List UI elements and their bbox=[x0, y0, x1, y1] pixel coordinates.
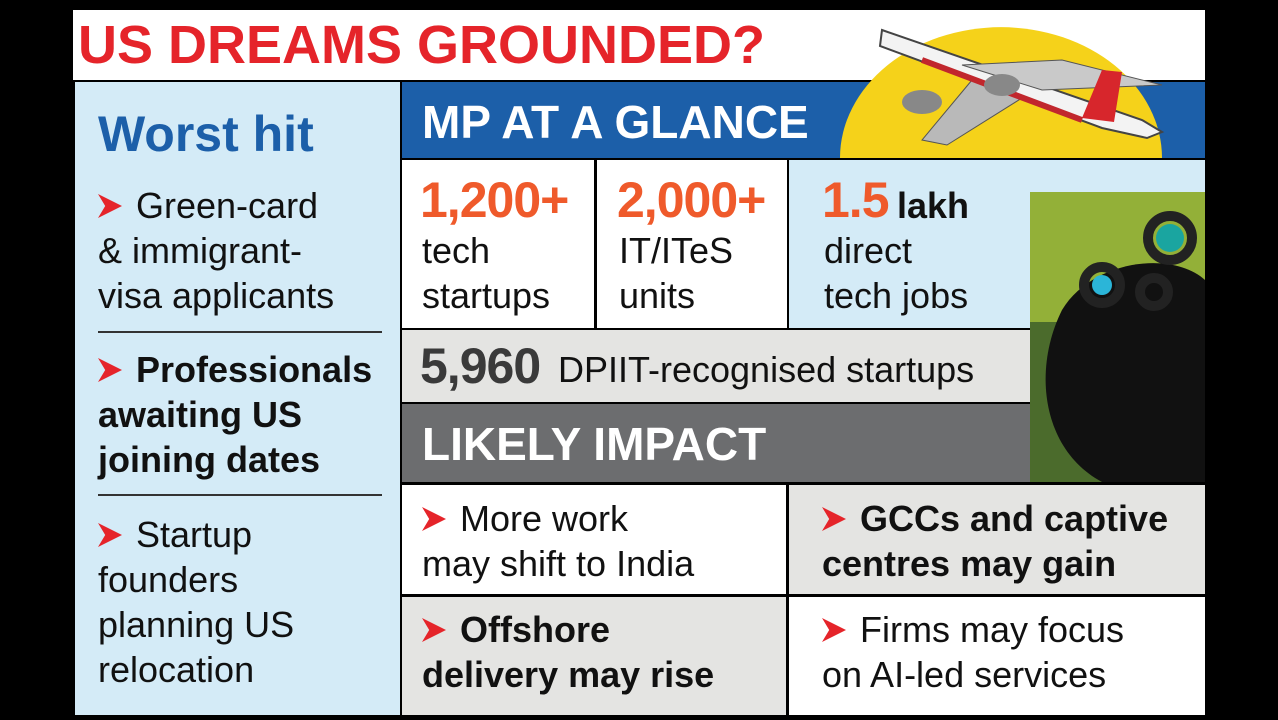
line: tech bbox=[422, 230, 491, 271]
line: on AI-led services bbox=[822, 654, 1107, 695]
line: visa applicants bbox=[98, 275, 335, 316]
heading: LIKELY IMPACT bbox=[422, 418, 767, 470]
impact-item: More work may shift to India bbox=[422, 496, 694, 586]
line: Offshore bbox=[460, 609, 611, 650]
line: tech jobs bbox=[824, 275, 969, 316]
stat-number: 2,000+ bbox=[617, 172, 766, 228]
line: delivery may rise bbox=[422, 654, 715, 695]
stat-number: 1,200+ bbox=[420, 172, 569, 228]
impact-item: GCCs and captive centres may gain bbox=[822, 496, 1168, 586]
gears bbox=[1079, 211, 1197, 311]
airplane bbox=[878, 28, 1165, 146]
stat-number: 1.5 bbox=[822, 172, 890, 228]
line: GCCs and captive bbox=[860, 498, 1169, 539]
list-item: Startup founders planning US relocation bbox=[98, 512, 294, 692]
line: startups bbox=[422, 275, 551, 316]
separator bbox=[98, 494, 382, 496]
gear-center bbox=[1092, 275, 1112, 295]
line: may shift to India bbox=[422, 543, 695, 584]
line: Professionals bbox=[136, 349, 373, 390]
impact-cell bbox=[402, 597, 786, 715]
line: joining dates bbox=[98, 439, 321, 480]
line: founders bbox=[98, 559, 239, 600]
line: planning US bbox=[98, 604, 295, 645]
dpiit-number: 5,960 bbox=[420, 338, 541, 394]
decoration bbox=[840, 27, 1205, 482]
stat-unit: lakh bbox=[897, 185, 970, 226]
list-item: Green-card & immigrant- visa applicants bbox=[98, 183, 334, 318]
gear-center bbox=[1156, 224, 1184, 252]
stat-label: tech startups bbox=[422, 228, 550, 318]
impact-cell bbox=[789, 597, 1205, 715]
stat-label: IT/ITeS units bbox=[619, 228, 733, 318]
stat-label: direct tech jobs bbox=[824, 228, 968, 318]
title: US DREAMS GROUNDED? bbox=[78, 15, 766, 75]
stat-cell bbox=[402, 160, 594, 328]
line: Startup bbox=[136, 514, 253, 555]
heading: MP AT A GLANCE bbox=[422, 96, 809, 148]
line: direct bbox=[824, 230, 913, 271]
line: awaiting US bbox=[98, 394, 303, 435]
impact-cell bbox=[789, 485, 1205, 594]
impact-item: Firms may focus on AI-led services bbox=[822, 607, 1124, 697]
line: Green-card bbox=[136, 185, 319, 226]
line: Firms may focus bbox=[860, 609, 1125, 650]
stat-cell bbox=[597, 160, 787, 328]
impact-item: Offshore delivery may rise bbox=[422, 607, 714, 697]
line: relocation bbox=[98, 649, 255, 690]
line: centres may gain bbox=[822, 543, 1117, 584]
heading: Worst hit bbox=[98, 106, 314, 162]
head bbox=[1045, 263, 1205, 482]
line: & immigrant- bbox=[98, 230, 303, 271]
impact-cell bbox=[402, 485, 786, 594]
line: IT/ITeS bbox=[619, 230, 734, 271]
dpiit-label: DPIIT-recognised startups bbox=[558, 349, 975, 390]
list-item: Professionals awaiting US joining dates bbox=[98, 347, 372, 482]
worst-hit-panel bbox=[75, 82, 400, 715]
separator bbox=[98, 331, 382, 333]
line: More work bbox=[460, 498, 629, 539]
line: units bbox=[619, 275, 696, 316]
